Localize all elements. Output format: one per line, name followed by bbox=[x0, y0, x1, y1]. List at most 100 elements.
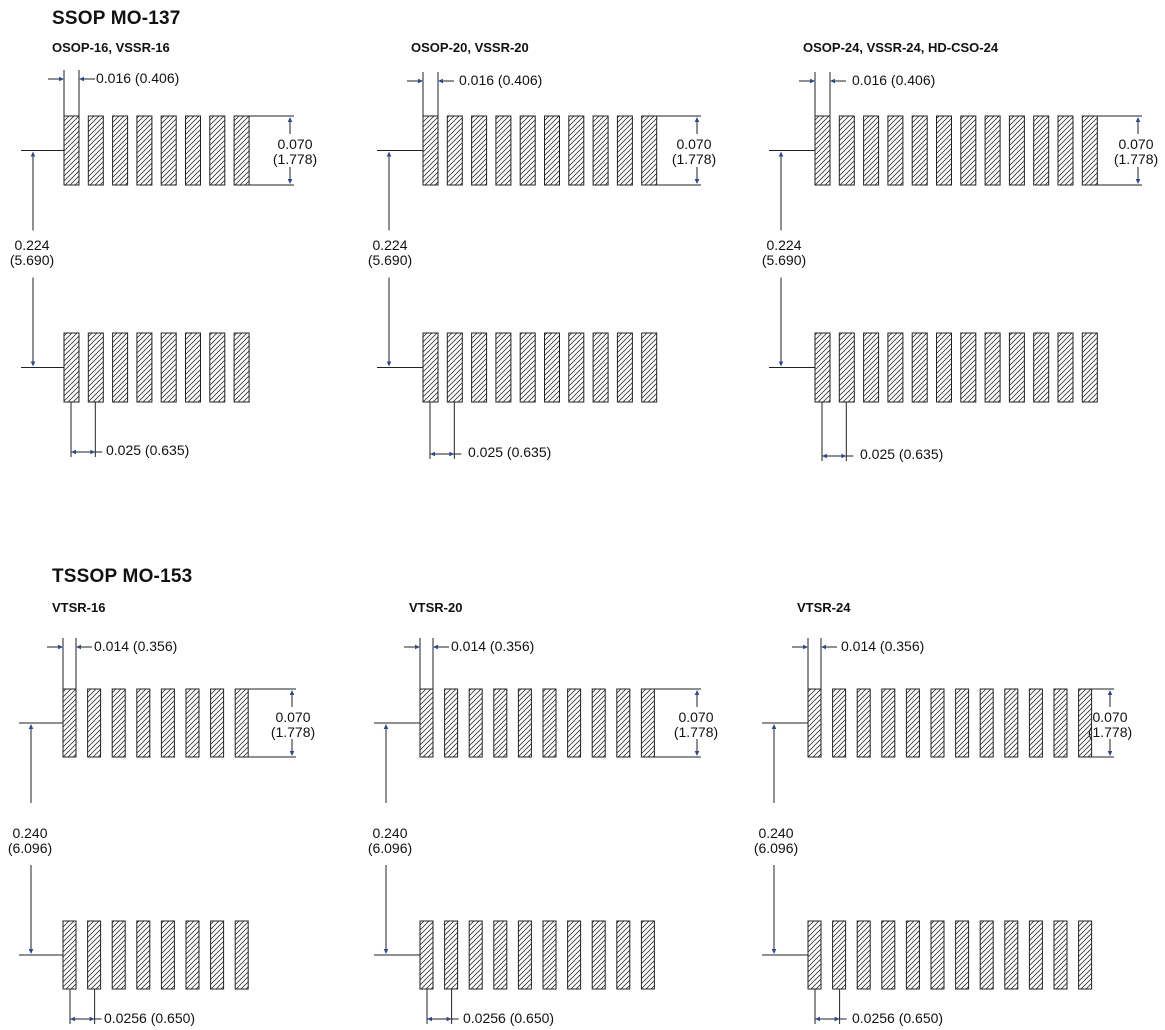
arrow-head bbox=[1107, 751, 1113, 756]
pad-top bbox=[955, 688, 970, 758]
pad-bottom bbox=[960, 332, 977, 403]
row-spacing-dimension: 0.240 (6.096) bbox=[364, 826, 416, 856]
pad-length-inch: 0.070 bbox=[277, 136, 313, 152]
pad-bottom bbox=[517, 920, 532, 990]
pad-bottom bbox=[422, 332, 439, 403]
pad-width-dimension: 0.014 (0.356) bbox=[451, 638, 535, 654]
pad-top bbox=[567, 688, 582, 758]
pad-bottom bbox=[210, 920, 225, 990]
arrow-head bbox=[383, 724, 389, 729]
pad-bottom bbox=[63, 332, 80, 403]
row-spacing-inch: 0.224 bbox=[14, 237, 50, 253]
pad-bottom bbox=[493, 920, 508, 990]
pad-top bbox=[905, 688, 920, 758]
arrow-head bbox=[694, 751, 700, 756]
pad-bottom bbox=[471, 332, 488, 403]
pad-top bbox=[1081, 115, 1098, 186]
pad-bottom bbox=[905, 920, 920, 990]
pad-length-mm: (1.778) bbox=[1113, 151, 1159, 167]
arrow-head bbox=[383, 949, 389, 954]
arrow-head bbox=[778, 361, 784, 367]
pad-bottom bbox=[160, 920, 175, 990]
arrow-head bbox=[446, 1016, 452, 1022]
package-label: VTSR-24 bbox=[797, 600, 851, 615]
pad-top bbox=[814, 115, 831, 186]
pad-bottom bbox=[616, 920, 631, 990]
pad-length-dimension: 0.070 (1.778) bbox=[669, 137, 719, 167]
arrow-head bbox=[386, 151, 392, 157]
pad-bottom bbox=[567, 920, 582, 990]
pad-bottom bbox=[592, 332, 609, 403]
pad-bottom bbox=[1057, 332, 1074, 403]
pad-bottom bbox=[863, 332, 880, 403]
pad-bottom bbox=[160, 332, 177, 403]
arrow-head bbox=[834, 1016, 840, 1022]
arrow-head bbox=[778, 151, 784, 157]
pad-top bbox=[112, 115, 129, 186]
pad-top bbox=[807, 688, 822, 758]
pad-bottom bbox=[446, 332, 463, 403]
row-spacing-mm: (5.690) bbox=[761, 252, 807, 268]
arrow-head bbox=[694, 179, 700, 184]
pad-top bbox=[616, 115, 633, 186]
pad-bottom bbox=[419, 920, 434, 990]
pad-length-dimension: 0.070 (1.778) bbox=[268, 710, 318, 740]
arrow-head bbox=[76, 644, 81, 650]
row-spacing-inch: 0.224 bbox=[766, 237, 802, 253]
pad-width-dimension: 0.016 (0.406) bbox=[96, 70, 180, 86]
arrow-head bbox=[438, 78, 443, 84]
pad-top bbox=[592, 115, 609, 186]
pad-top bbox=[936, 115, 952, 186]
pad-length-dimension: 0.070 (1.778) bbox=[1085, 710, 1135, 740]
arrow-head bbox=[386, 361, 392, 367]
pad-top bbox=[419, 688, 434, 758]
pad-top bbox=[136, 115, 153, 186]
section-title-ssop: SSOP MO-137 bbox=[52, 8, 181, 29]
pad-bottom bbox=[616, 332, 633, 403]
arrow-head bbox=[70, 1016, 75, 1022]
row-spacing-dimension: 0.240 (6.096) bbox=[750, 826, 802, 856]
arrow-head bbox=[430, 451, 435, 457]
pad-top bbox=[495, 115, 512, 186]
pad-bottom bbox=[640, 920, 655, 990]
pad-top bbox=[233, 115, 250, 186]
pad-bottom bbox=[468, 920, 483, 990]
pad-top bbox=[984, 115, 1001, 186]
package-label: OSOP-20, VSSR-20 bbox=[411, 40, 529, 55]
arrow-head bbox=[79, 76, 84, 82]
pad-top bbox=[616, 688, 631, 758]
row-spacing-mm: (5.690) bbox=[367, 252, 413, 268]
pad-bottom bbox=[185, 920, 200, 990]
arrow-head bbox=[59, 76, 64, 82]
pad-top bbox=[160, 115, 177, 186]
pad-top bbox=[160, 688, 175, 758]
pad-bottom bbox=[881, 920, 896, 990]
pad-bottom bbox=[911, 332, 928, 403]
pad-top bbox=[185, 688, 200, 758]
pad-top bbox=[519, 115, 536, 186]
pad-bottom bbox=[519, 332, 536, 403]
pad-top bbox=[87, 688, 102, 758]
pad-bottom bbox=[955, 920, 970, 990]
pad-length-mm: (1.778) bbox=[270, 724, 316, 740]
pad-length-inch: 0.070 bbox=[1092, 709, 1128, 725]
pad-bottom bbox=[209, 332, 226, 403]
arrow-head bbox=[1135, 179, 1141, 184]
pad-bottom bbox=[1053, 920, 1068, 990]
pad-length-mm: (1.778) bbox=[673, 724, 719, 740]
pad-length-inch: 0.070 bbox=[676, 136, 712, 152]
pad-bottom bbox=[887, 332, 904, 403]
pad-bottom bbox=[87, 920, 102, 990]
pad-top bbox=[568, 115, 585, 186]
pad-bottom bbox=[936, 332, 952, 403]
arrow-head bbox=[1107, 690, 1113, 695]
pad-width-dimension: 0.014 (0.356) bbox=[841, 638, 925, 654]
pad-top bbox=[1028, 688, 1043, 758]
pad-top bbox=[911, 115, 928, 186]
pad-top bbox=[471, 115, 488, 186]
package-label: OSOP-16, VSSR-16 bbox=[52, 40, 170, 55]
arrow-head bbox=[28, 724, 34, 729]
pad-bottom bbox=[544, 332, 560, 403]
arrow-head bbox=[287, 117, 293, 122]
